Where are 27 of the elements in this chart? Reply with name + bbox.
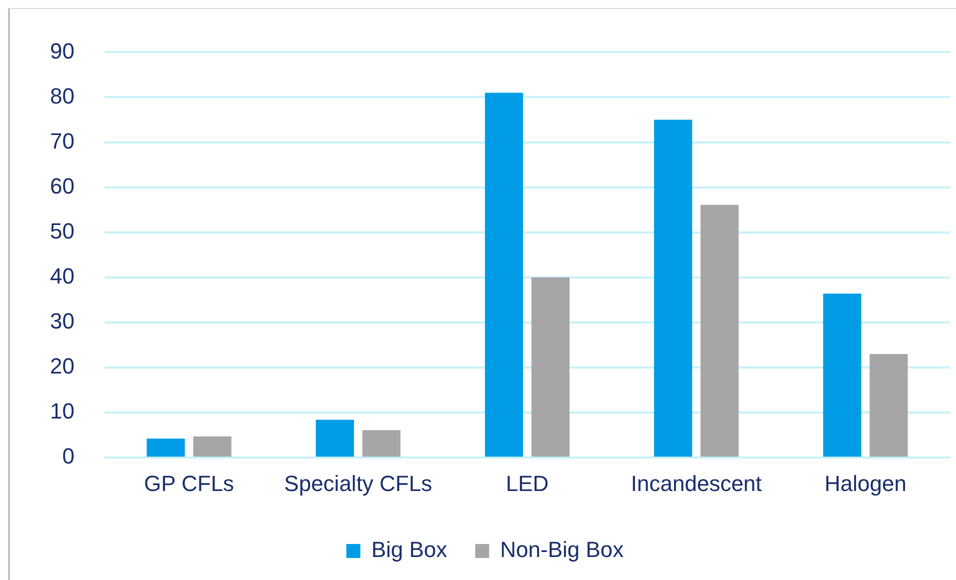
bar	[484, 92, 524, 457]
y-tick-label: 0	[62, 444, 74, 469]
legend-label: Non-Big Box	[500, 537, 624, 562]
y-tick-label: 60	[50, 173, 74, 198]
legend-label: Big Box	[371, 537, 448, 562]
y-tick-label: 80	[50, 83, 74, 108]
x-tick-label: Incandescent	[630, 470, 762, 496]
y-tick-label: 40	[50, 263, 74, 288]
bar	[654, 120, 692, 457]
bar	[193, 436, 232, 457]
x-tick-label: LED	[506, 470, 549, 496]
bar	[700, 204, 739, 457]
y-tick-label: 90	[50, 38, 74, 64]
y-tick-label: 50	[50, 218, 74, 244]
bar	[531, 277, 570, 457]
bar	[870, 354, 908, 457]
bar	[316, 420, 354, 457]
y-tick-label: 70	[50, 128, 74, 154]
bar	[823, 294, 862, 457]
x-tick-label: Halogen	[824, 470, 906, 496]
y-tick-label: 30	[50, 308, 74, 334]
y-tick-label: 10	[50, 398, 74, 424]
bar	[146, 438, 185, 457]
y-tick-label: 20	[50, 354, 74, 379]
bar	[362, 430, 400, 457]
x-tick-label: GP CFLs	[144, 470, 234, 496]
x-tick-label: Specialty CFLs	[284, 470, 432, 496]
